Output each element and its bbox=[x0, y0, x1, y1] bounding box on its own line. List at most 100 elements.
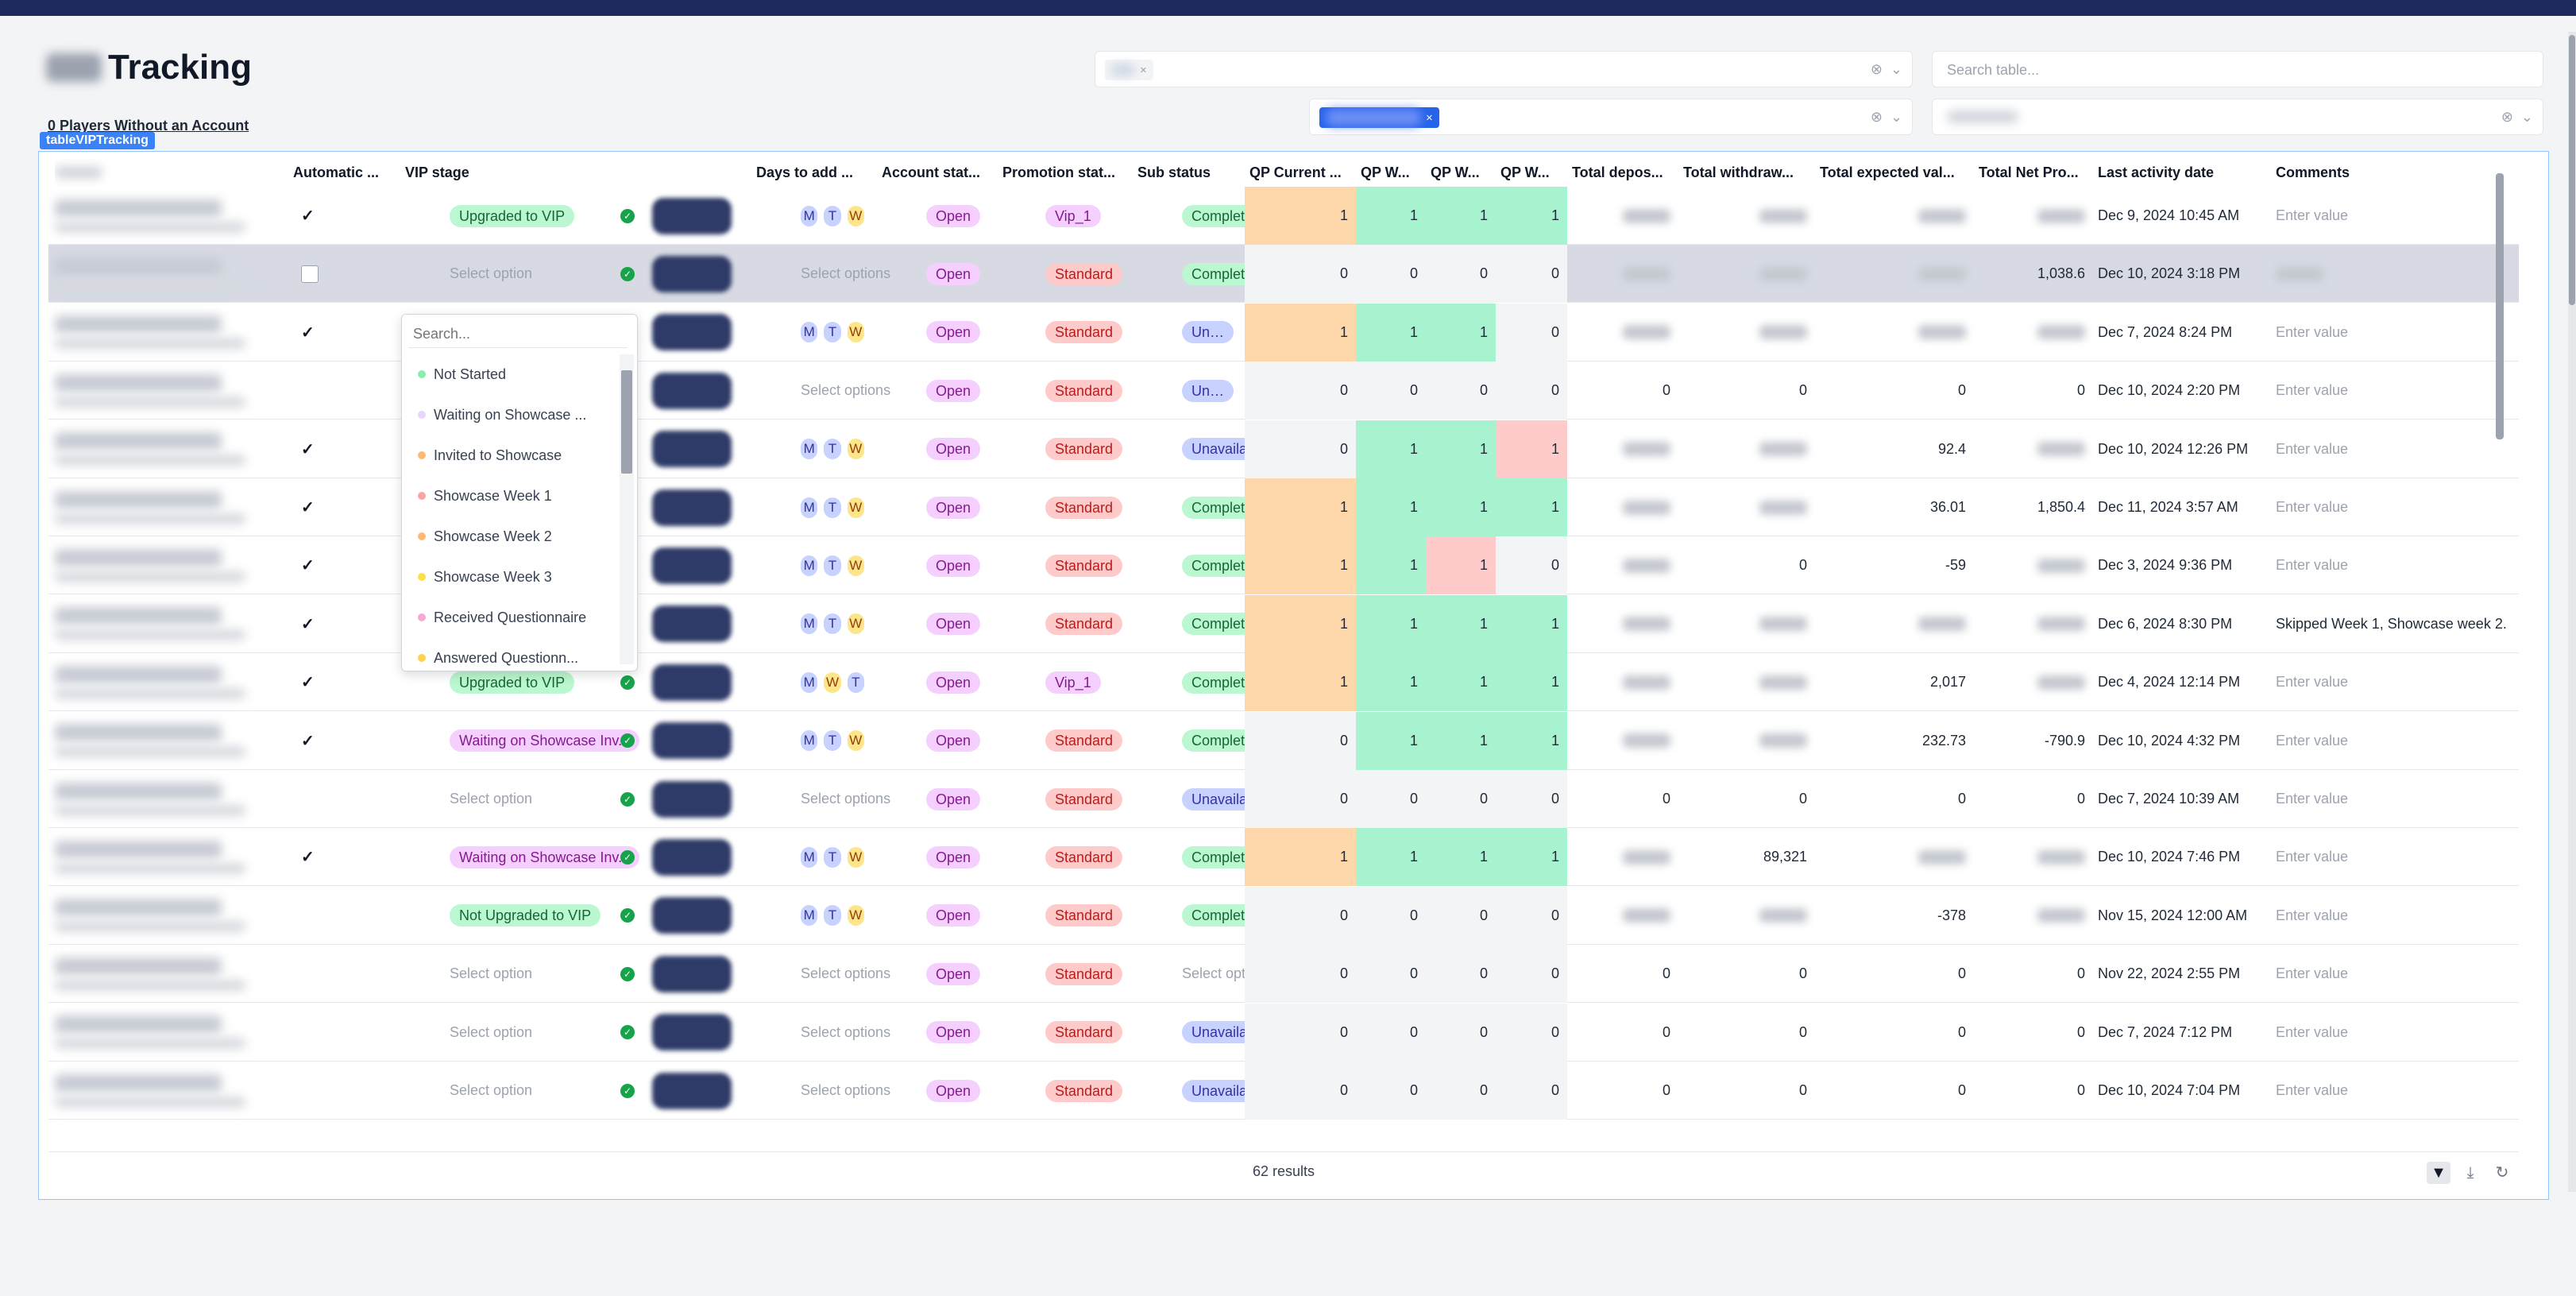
checkmark-icon[interactable]: ✓ bbox=[301, 557, 315, 575]
vip-stage-badge[interactable]: Waiting on Showcase Inv... bbox=[450, 845, 640, 869]
dropdown-scrollbar-thumb[interactable] bbox=[621, 370, 632, 474]
comment-field[interactable]: Enter value bbox=[2276, 791, 2349, 807]
column-header-qp-w1[interactable]: QP W... bbox=[1361, 164, 1410, 180]
chip-remove-icon[interactable]: × bbox=[1426, 110, 1433, 125]
cell-comments[interactable]: Enter value bbox=[2271, 770, 2517, 828]
column-header-total-net[interactable]: Total Net Pro... bbox=[1979, 164, 2079, 180]
day-chip[interactable]: M bbox=[801, 671, 818, 693]
column-header-days[interactable]: Days to add ... bbox=[756, 164, 854, 180]
cell-vip-stage[interactable]: Upgraded to VIP bbox=[400, 653, 631, 711]
day-chip[interactable]: T bbox=[824, 730, 841, 752]
account-status-badge[interactable]: Open bbox=[926, 204, 981, 227]
download-icon[interactable]: ⤓ bbox=[2466, 1164, 2474, 1182]
column-header-vip-stage[interactable]: VIP stage bbox=[405, 164, 469, 180]
account-status-badge[interactable]: Open bbox=[926, 962, 981, 985]
dropdown-option[interactable]: Waiting on Showcase ... bbox=[418, 395, 586, 435]
day-chip[interactable]: M bbox=[801, 497, 818, 518]
account-status-badge[interactable]: Open bbox=[926, 613, 981, 636]
comment-field[interactable]: Skipped Week 1, Showcase week 2. bbox=[2276, 615, 2507, 632]
checkbox[interactable] bbox=[301, 265, 319, 283]
account-status-badge[interactable]: Open bbox=[926, 671, 981, 694]
sub-status-badge[interactable]: Un… bbox=[1182, 321, 1234, 344]
filter-icon[interactable]: ▼ bbox=[2427, 1162, 2450, 1184]
day-chip[interactable]: T bbox=[824, 439, 841, 460]
table-row[interactable]: Select option ✓ Select options Open Standard… bbox=[48, 1003, 2519, 1062]
day-chip[interactable]: M bbox=[801, 205, 818, 226]
comment-field[interactable]: Enter value bbox=[2276, 207, 2349, 223]
account-status-badge[interactable]: Open bbox=[926, 729, 981, 752]
comment-field[interactable]: Enter value bbox=[2276, 323, 2349, 340]
table-row[interactable]: Not Upgraded to VIP ✓ M T W Open Standard Compl… bbox=[48, 886, 2519, 945]
cell-days[interactable]: Select options bbox=[751, 362, 890, 420]
account-status-badge[interactable]: Open bbox=[926, 1021, 981, 1044]
table-row[interactable]: ✓✓MTWOpenStandardCompleted111136.011,850… bbox=[48, 478, 2519, 536]
dropdown-option[interactable]: Invited to Showcase bbox=[418, 435, 562, 475]
cell-days[interactable]: Select options bbox=[751, 770, 890, 828]
comment-field[interactable]: Enter value bbox=[2276, 499, 2349, 515]
promotion-status-badge[interactable]: Standard bbox=[1045, 729, 1123, 752]
sub-status-badge[interactable]: Un… bbox=[1182, 379, 1234, 402]
filter-select-3[interactable]: ⊗ ⌄ bbox=[1932, 99, 2543, 135]
day-chip[interactable]: W bbox=[847, 497, 864, 518]
promotion-status-badge[interactable]: Standard bbox=[1045, 262, 1123, 285]
day-chip[interactable]: T bbox=[824, 846, 841, 868]
day-chip[interactable]: T bbox=[824, 497, 841, 518]
promotion-status-badge[interactable]: Vip_1 bbox=[1045, 204, 1101, 227]
page-scrollbar[interactable] bbox=[2568, 32, 2576, 1192]
chevron-down-icon[interactable]: ⌄ bbox=[1890, 61, 1902, 77]
day-chip[interactable]: T bbox=[824, 322, 841, 343]
day-chip[interactable]: M bbox=[801, 439, 818, 460]
day-chip[interactable]: T bbox=[847, 671, 864, 693]
dropdown-option[interactable]: Received Questionnaire bbox=[418, 598, 586, 637]
cell-days[interactable]: Select options bbox=[751, 1062, 890, 1120]
comment-field[interactable]: Enter value bbox=[2276, 1082, 2349, 1098]
page-scrollbar-thumb[interactable] bbox=[2569, 35, 2575, 305]
cell-comments[interactable]: Enter value bbox=[2271, 1004, 2517, 1062]
checkmark-icon[interactable]: ✓ bbox=[301, 849, 315, 867]
promotion-status-badge[interactable]: Standard bbox=[1045, 787, 1123, 810]
table-row[interactable]: Select option ✓ Select options Open Standard… bbox=[48, 245, 2519, 304]
column-header-total-expected[interactable]: Total expected val... bbox=[1820, 164, 1955, 180]
chevron-down-icon[interactable]: ⌄ bbox=[2520, 109, 2533, 125]
table-row[interactable]: Select option ✓ Select options Open Standard… bbox=[48, 1062, 2519, 1120]
cell-comments[interactable]: Enter value bbox=[2271, 887, 2517, 945]
cell-vip-stage[interactable]: Select option bbox=[400, 245, 631, 303]
checkmark-icon[interactable]: ✓ bbox=[301, 674, 315, 692]
comment-field[interactable]: Enter value bbox=[2276, 382, 2349, 399]
cell-vip-stage[interactable]: Select option bbox=[400, 1004, 631, 1062]
vip-stage-badge[interactable]: Not Upgraded to VIP bbox=[450, 904, 601, 927]
promotion-status-badge[interactable]: Standard bbox=[1045, 554, 1123, 577]
clear-circle-icon[interactable]: ⊗ bbox=[1870, 61, 1883, 77]
day-chip[interactable]: W bbox=[824, 671, 841, 693]
cell-comments[interactable]: Enter value bbox=[2271, 653, 2517, 711]
table-row[interactable]: Select option ✓ Select options Open Standard… bbox=[48, 770, 2519, 828]
table-scrollbar-thumb[interactable] bbox=[2496, 173, 2504, 439]
cell-comments[interactable]: Skipped Week 1, Showcase week 2. bbox=[2271, 595, 2517, 653]
sub-status-badge[interactable]: Select option bbox=[1182, 965, 1265, 982]
cell-comments[interactable]: Enter value bbox=[2271, 712, 2517, 770]
dropdown-option[interactable]: Showcase Week 2 bbox=[418, 516, 552, 556]
day-chip[interactable]: T bbox=[824, 555, 841, 576]
chevron-down-icon[interactable]: ⌄ bbox=[1890, 109, 1902, 125]
dropdown-option[interactable]: Showcase Week 1 bbox=[418, 476, 552, 516]
days-placeholder[interactable]: Select options bbox=[801, 382, 891, 399]
account-status-badge[interactable]: Open bbox=[926, 379, 981, 402]
promotion-status-badge[interactable]: Standard bbox=[1045, 321, 1123, 344]
account-status-badge[interactable]: Open bbox=[926, 1079, 981, 1102]
day-chip[interactable]: W bbox=[847, 205, 864, 226]
vip-stage-placeholder[interactable]: Select option bbox=[450, 1023, 533, 1040]
search-table-input[interactable]: Search table... bbox=[1932, 51, 2543, 87]
day-chip[interactable]: T bbox=[824, 613, 841, 635]
cell-vip-stage[interactable]: Upgraded to VIP bbox=[400, 187, 631, 245]
chip-remove-icon[interactable]: × bbox=[1140, 63, 1147, 77]
day-chip[interactable]: M bbox=[801, 846, 818, 868]
comment-field[interactable]: Enter value bbox=[2276, 849, 2349, 865]
comment-field[interactable]: Enter value bbox=[2276, 732, 2349, 749]
column-header-promotion-status[interactable]: Promotion stat... bbox=[1002, 164, 1116, 180]
